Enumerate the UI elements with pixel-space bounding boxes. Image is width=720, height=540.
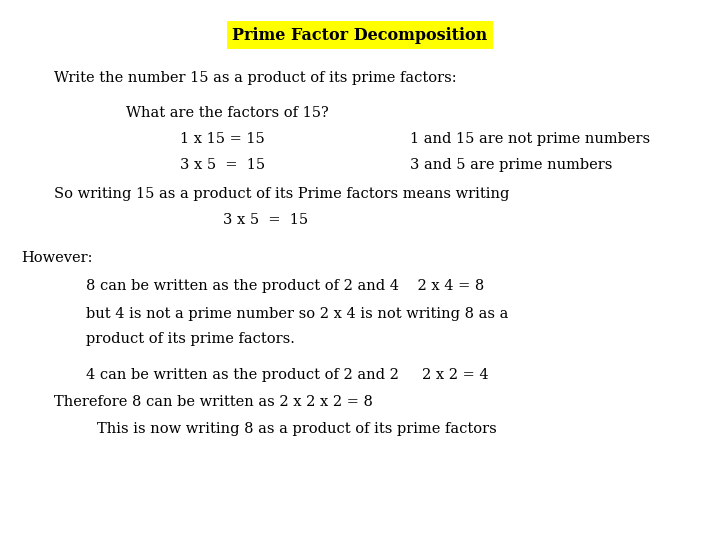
Text: product of its prime factors.: product of its prime factors.: [86, 332, 295, 346]
Text: but 4 is not a prime number so 2 x 4 is not writing 8 as a: but 4 is not a prime number so 2 x 4 is …: [86, 307, 509, 321]
Text: However:: However:: [22, 251, 93, 265]
Text: Prime Factor Decomposition: Prime Factor Decomposition: [233, 26, 487, 44]
Text: So writing 15 as a product of its Prime factors means writing: So writing 15 as a product of its Prime …: [54, 187, 509, 201]
Text: 1 x 15 = 15: 1 x 15 = 15: [180, 132, 265, 146]
Text: What are the factors of 15?: What are the factors of 15?: [126, 106, 329, 120]
Text: 3 x 5  =  15: 3 x 5 = 15: [180, 158, 265, 172]
Text: Write the number 15 as a product of its prime factors:: Write the number 15 as a product of its …: [54, 71, 456, 85]
Text: This is now writing 8 as a product of its prime factors: This is now writing 8 as a product of it…: [97, 422, 497, 436]
Text: 1 and 15 are not prime numbers: 1 and 15 are not prime numbers: [410, 132, 651, 146]
Text: 8 can be written as the product of 2 and 4    2 x 4 = 8: 8 can be written as the product of 2 and…: [86, 279, 485, 293]
Text: 3 x 5  =  15: 3 x 5 = 15: [223, 213, 308, 227]
Text: Therefore 8 can be written as 2 x 2 x 2 = 8: Therefore 8 can be written as 2 x 2 x 2 …: [54, 395, 373, 409]
Text: 3 and 5 are prime numbers: 3 and 5 are prime numbers: [410, 158, 613, 172]
Text: 4 can be written as the product of 2 and 2     2 x 2 = 4: 4 can be written as the product of 2 and…: [86, 368, 489, 382]
